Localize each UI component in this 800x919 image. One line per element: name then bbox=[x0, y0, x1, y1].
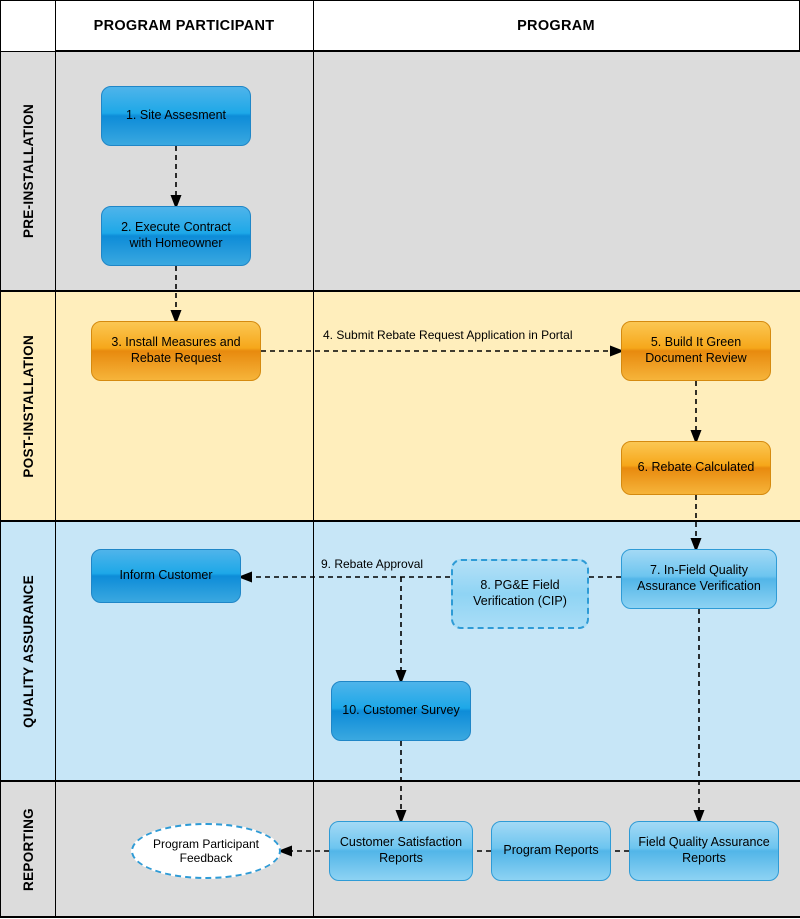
edge-label-n3-n5: 4. Submit Rebate Request Application in … bbox=[323, 328, 572, 342]
node-n6: 6. Rebate Calculated bbox=[621, 441, 771, 495]
col-divider-mid bbox=[313, 1, 314, 917]
node-prpt: Program Reports bbox=[491, 821, 611, 881]
node-inf: Inform Customer bbox=[91, 549, 241, 603]
col-divider-left bbox=[55, 1, 56, 917]
band-label-qa: QUALITY ASSURANCE bbox=[1, 521, 55, 781]
band-label-rep: REPORTING bbox=[1, 781, 55, 917]
node-n1: 1. Site Assesment bbox=[101, 86, 251, 146]
edge-label-n7-inf: 9. Rebate Approval bbox=[321, 557, 423, 571]
node-n2: 2. Execute Contract with Homeowner bbox=[101, 206, 251, 266]
band-label-pre: PRE-INSTALLATION bbox=[1, 51, 55, 291]
node-n5: 5. Build It Green Document Review bbox=[621, 321, 771, 381]
node-fqa: Field Quality Assurance Reports bbox=[629, 821, 779, 881]
header-participant: PROGRAM PARTICIPANT bbox=[55, 1, 313, 51]
flowchart-canvas: PRE-INSTALLATIONPOST-INSTALLATIONQUALITY… bbox=[0, 0, 800, 918]
ellipse-pf: Program Participant Feedback bbox=[131, 823, 281, 879]
node-csat: Customer Satisfaction Reports bbox=[329, 821, 473, 881]
header-program: PROGRAM bbox=[313, 1, 799, 51]
node-n3: 3. Install Measures and Rebate Request bbox=[91, 321, 261, 381]
node-n8: 8. PG&E Field Verification (CIP) bbox=[451, 559, 589, 629]
band-label-post: POST-INSTALLATION bbox=[1, 291, 55, 521]
header-row: PROGRAM PARTICIPANT PROGRAM bbox=[55, 1, 799, 51]
node-n7: 7. In-Field Quality Assurance Verificati… bbox=[621, 549, 777, 609]
node-n10: 10. Customer Survey bbox=[331, 681, 471, 741]
